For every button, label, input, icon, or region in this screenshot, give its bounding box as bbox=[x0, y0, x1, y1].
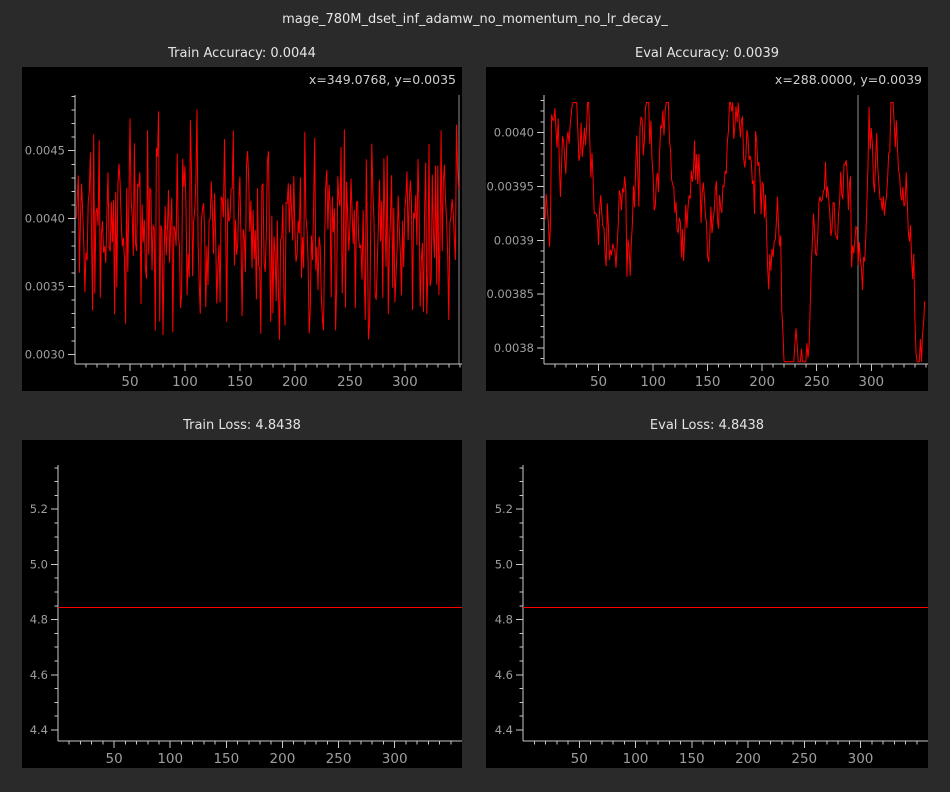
svg-text:5.0: 5.0 bbox=[30, 557, 48, 571]
svg-text:200: 200 bbox=[749, 374, 775, 390]
train-loss-canvas[interactable]: 50 100 150 200 250 300 4.4 4.6 4.8 5.0 5.2 bbox=[22, 440, 462, 768]
svg-text:50: 50 bbox=[590, 374, 607, 390]
svg-text:0.0045: 0.0045 bbox=[25, 144, 65, 158]
svg-text:50: 50 bbox=[571, 751, 588, 767]
svg-text:250: 250 bbox=[791, 751, 817, 767]
svg-text:250: 250 bbox=[804, 374, 830, 390]
svg-text:200: 200 bbox=[735, 751, 761, 767]
svg-text:100: 100 bbox=[623, 751, 649, 767]
eval-loss-plot[interactable]: 50 100 150 200 250 300 4.4 4.6 4.8 5.0 5.2 bbox=[486, 440, 928, 768]
svg-text:250: 250 bbox=[337, 374, 363, 390]
eval-loss-canvas[interactable]: 50 100 150 200 250 300 4.4 4.6 4.8 5.0 5.2 bbox=[486, 440, 928, 768]
svg-text:0.0035: 0.0035 bbox=[25, 280, 65, 294]
svg-text:0.0040: 0.0040 bbox=[494, 126, 534, 140]
chart-title-eval-accuracy: Eval Accuracy: 0.0039 bbox=[486, 46, 928, 61]
svg-text:250: 250 bbox=[326, 751, 352, 767]
svg-text:4.6: 4.6 bbox=[30, 668, 48, 682]
plot-window: mage_780M_dset_inf_adamw_no_momentum_no_… bbox=[0, 0, 950, 792]
svg-text:300: 300 bbox=[392, 374, 418, 390]
svg-text:150: 150 bbox=[227, 374, 253, 390]
svg-text:100: 100 bbox=[640, 374, 666, 390]
svg-text:100: 100 bbox=[172, 374, 198, 390]
cursor-readout-eval-accuracy: x=288.0000, y=0.0039 bbox=[775, 72, 922, 87]
eval-accuracy-canvas[interactable]: 50 100 150 200 250 300 0.0038 0.00385 0.0039 0.00… bbox=[486, 67, 928, 391]
svg-text:300: 300 bbox=[848, 751, 874, 767]
svg-text:4.8: 4.8 bbox=[495, 613, 513, 627]
svg-text:0.0040: 0.0040 bbox=[25, 212, 65, 226]
train-loss-plot[interactable]: 50 100 150 200 250 300 4.4 4.6 4.8 5.0 5.2 bbox=[22, 440, 462, 768]
svg-text:5.0: 5.0 bbox=[495, 557, 513, 571]
svg-text:50: 50 bbox=[121, 374, 138, 390]
svg-text:300: 300 bbox=[382, 751, 408, 767]
svg-text:0.00385: 0.00385 bbox=[486, 287, 534, 301]
svg-text:150: 150 bbox=[213, 751, 239, 767]
svg-text:50: 50 bbox=[106, 751, 123, 767]
svg-text:4.4: 4.4 bbox=[30, 723, 48, 737]
svg-text:0.0030: 0.0030 bbox=[25, 347, 65, 361]
svg-text:5.2: 5.2 bbox=[30, 502, 48, 516]
svg-text:200: 200 bbox=[282, 374, 308, 390]
chart-title-train-loss: Train Loss: 4.8438 bbox=[22, 418, 462, 433]
svg-text:4.4: 4.4 bbox=[495, 723, 513, 737]
svg-text:150: 150 bbox=[679, 751, 705, 767]
svg-text:150: 150 bbox=[695, 374, 721, 390]
chart-title-eval-loss: Eval Loss: 4.8438 bbox=[486, 418, 928, 433]
svg-text:200: 200 bbox=[270, 751, 296, 767]
svg-text:0.0039: 0.0039 bbox=[494, 233, 534, 247]
svg-text:100: 100 bbox=[157, 751, 183, 767]
svg-text:5.2: 5.2 bbox=[495, 502, 513, 516]
svg-text:300: 300 bbox=[858, 374, 884, 390]
svg-text:0.0038: 0.0038 bbox=[494, 341, 534, 355]
train-accuracy-canvas[interactable]: 50 100 150 200 250 300 0.0030 0.0035 0.0040 0.004… bbox=[22, 67, 462, 391]
svg-text:4.8: 4.8 bbox=[30, 613, 48, 627]
eval-accuracy-plot[interactable]: 50 100 150 200 250 300 0.0038 0.00385 0.0039 0.00… bbox=[486, 67, 928, 391]
svg-text:4.6: 4.6 bbox=[495, 668, 513, 682]
svg-text:0.00395: 0.00395 bbox=[486, 179, 534, 193]
chart-title-train-accuracy: Train Accuracy: 0.0044 bbox=[22, 46, 462, 61]
train-accuracy-plot[interactable]: 50 100 150 200 250 300 0.0030 0.0035 0.0040 0.004… bbox=[22, 67, 462, 391]
figure-title: mage_780M_dset_inf_adamw_no_momentum_no_… bbox=[0, 12, 950, 27]
cursor-readout-train-accuracy: x=349.0768, y=0.0035 bbox=[309, 72, 456, 87]
